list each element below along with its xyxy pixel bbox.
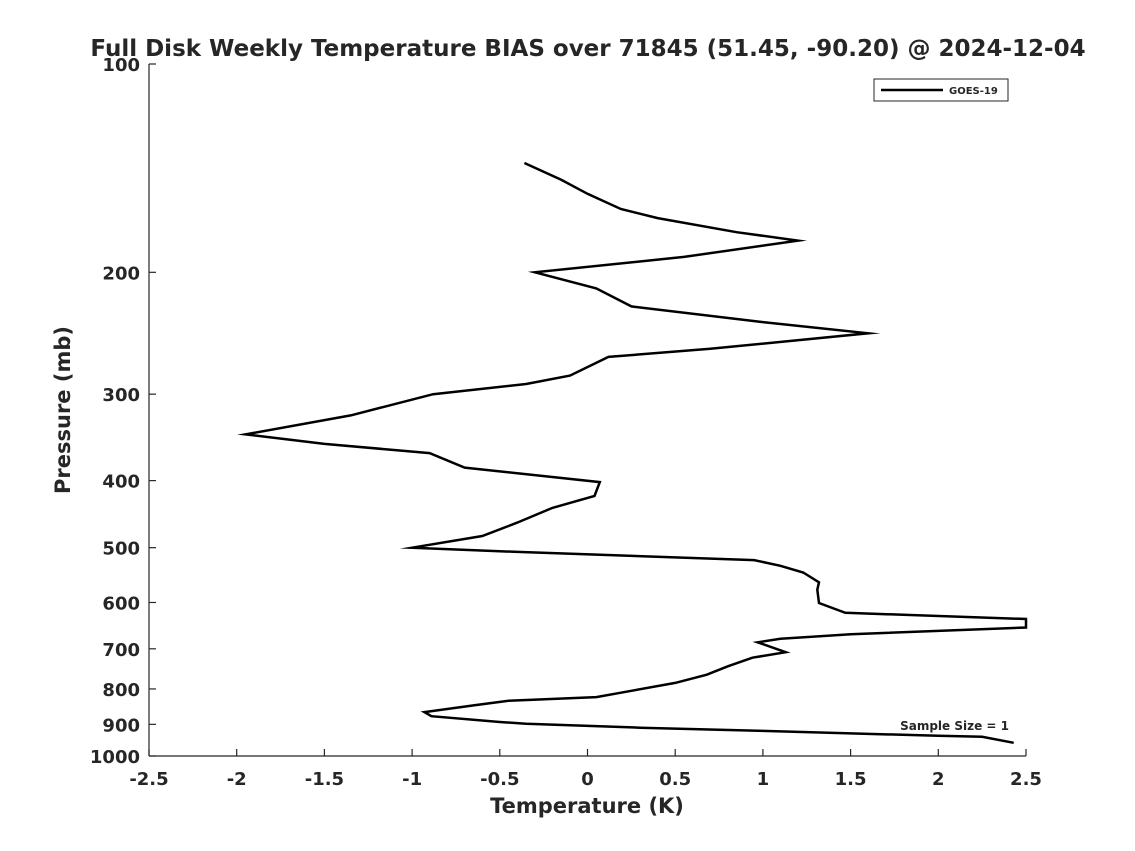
series-layer (237, 161, 1028, 745)
x-tick-label: -1 (402, 769, 422, 790)
y-axis-label: Pressure (mb) (51, 326, 75, 494)
x-axis-label: Temperature (K) (490, 794, 684, 818)
y-tick-label: 600 (102, 593, 140, 614)
y-tick-label: 500 (102, 539, 140, 560)
x-tick-label: 1.5 (835, 769, 867, 790)
sample-size-annotation: Sample Size = 1 (900, 719, 1009, 733)
x-tick-label: -0.5 (480, 769, 519, 790)
y-tick-label: 1000 (90, 747, 140, 768)
x-tick-label: -2.5 (129, 769, 168, 790)
x-tick-label: 1 (757, 769, 770, 790)
y-tick-label: 300 (102, 385, 140, 406)
y-tick-label: 900 (102, 715, 140, 736)
legend-label-goes-19: GOES-19 (949, 86, 998, 97)
x-tick-label: 2 (932, 769, 945, 790)
y-tick-label: 200 (102, 263, 140, 284)
x-tick-label: -1.5 (305, 769, 344, 790)
x-tick-label: -2 (227, 769, 247, 790)
y-tick-label: 700 (102, 640, 140, 661)
y-axis-ticks: 100 200 300 400 500 600 700 800 900 1000 (90, 55, 156, 768)
chart-title: Full Disk Weekly Temperature BIAS over 7… (90, 36, 1085, 62)
y-tick-label: 800 (102, 680, 140, 701)
series-line-goes-19 (237, 161, 1028, 745)
x-tick-label: 0 (581, 769, 594, 790)
y-tick-label: 100 (102, 55, 140, 76)
x-tick-label: 2.5 (1010, 769, 1042, 790)
x-tick-label: 0.5 (659, 769, 691, 790)
legend: GOES-19 (873, 78, 1009, 102)
x-axis-ticks: -2.5 -2 -1.5 -1 -0.5 0 0.5 1 1.5 2 2.5 (129, 749, 1042, 790)
y-tick-label: 400 (102, 472, 140, 493)
